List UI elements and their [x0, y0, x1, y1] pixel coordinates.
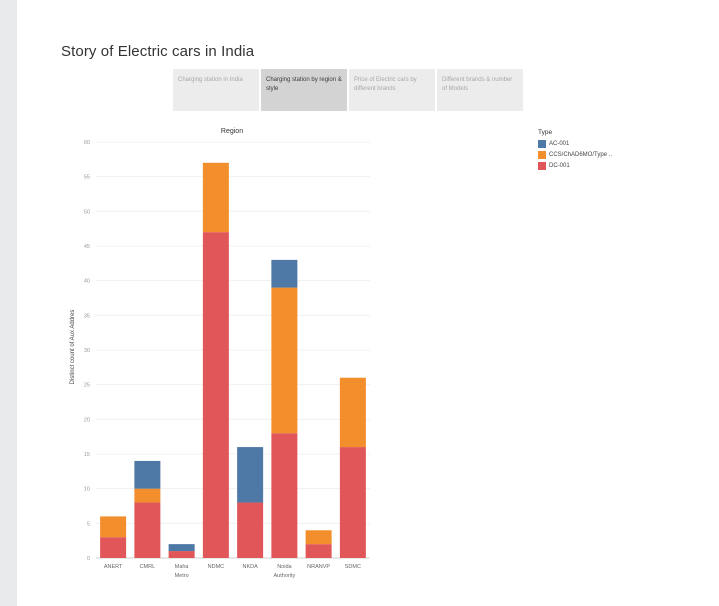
x-tick-label: SDMC	[345, 564, 361, 570]
bar-segment[interactable]	[134, 502, 161, 558]
legend: Type AC-001 CCS/ChAD6MO/Type .. DC-001	[538, 129, 612, 171]
bar-segment[interactable]	[237, 502, 264, 558]
tab-label: Charging station in India	[178, 77, 243, 83]
story-title: Story of Electric cars in India	[61, 43, 255, 60]
bar-segment[interactable]	[271, 259, 298, 288]
story-tabs: Charging station in India Charging stati…	[173, 69, 523, 111]
legend-label: CCS/ChAD6MO/Type ..	[549, 151, 613, 158]
bar-segment[interactable]	[271, 287, 298, 434]
y-tick-label: 10	[84, 487, 90, 493]
legend-swatch-dc-001	[538, 161, 546, 170]
bar-segment[interactable]	[202, 232, 229, 558]
tab-charging-station-india[interactable]: Charging station in India	[173, 69, 259, 111]
x-tick-label: Noida Authority	[274, 564, 296, 579]
y-tick-label: 5	[87, 521, 90, 527]
legend-item-ccs[interactable]: CCS/ChAD6MO/Type ..	[538, 149, 612, 160]
tab-label: Different brands & number of Models	[442, 77, 513, 92]
bar-segment[interactable]	[339, 447, 366, 558]
legend-swatch-ccs	[538, 150, 546, 159]
y-tick-label: 50	[84, 209, 90, 215]
y-tick-label: 0	[87, 556, 90, 562]
legend-label: AC-001	[549, 140, 570, 147]
bar-segment[interactable]	[237, 447, 264, 503]
x-tick-label: Maha Metro	[175, 564, 190, 579]
x-tick-label: NDMC	[208, 564, 225, 570]
y-tick-label: 20	[84, 417, 90, 423]
bar-segment[interactable]	[339, 377, 366, 448]
tab-label: Price of Electric cars by different bran…	[354, 77, 417, 92]
tab-price-electric-cars[interactable]: Price of Electric cars by different bran…	[349, 69, 435, 111]
x-tick-label: NRANVP	[307, 564, 330, 570]
legend-label: DC-001	[549, 162, 570, 169]
y-tick-label: 25	[84, 383, 90, 389]
bar-segment[interactable]	[100, 537, 127, 558]
y-tick-label: 40	[84, 279, 90, 285]
column-header: Region	[221, 128, 243, 135]
y-tick-label: 35	[84, 313, 90, 319]
bar-segment[interactable]	[305, 544, 332, 558]
legend-item-ac-001[interactable]: AC-001	[538, 138, 612, 149]
bar-segment[interactable]	[202, 162, 229, 233]
left-side-strip	[0, 0, 17, 606]
x-tick-label: ANERT	[104, 564, 123, 570]
y-tick-label: 15	[84, 452, 90, 458]
y-tick-label: 30	[84, 348, 90, 354]
legend-title: Type	[538, 129, 553, 136]
tab-label: Charging station by region & style	[266, 77, 342, 92]
x-tick-label: CMRL	[140, 564, 156, 570]
bar-segment[interactable]	[134, 460, 161, 489]
x-tick-label: NKDA	[242, 564, 258, 570]
y-tick-label: 55	[84, 175, 90, 181]
legend-item-dc-001[interactable]: DC-001	[538, 160, 612, 171]
bar-segment[interactable]	[305, 530, 332, 545]
bar-segment[interactable]	[168, 544, 195, 552]
legend-swatch-ac-001	[538, 139, 546, 148]
bar-segment[interactable]	[134, 488, 161, 503]
tab-brands-models[interactable]: Different brands & number of Models	[437, 69, 523, 111]
tab-charging-station-region-style[interactable]: Charging station by region & style	[261, 69, 347, 111]
bar-segment[interactable]	[271, 433, 298, 558]
bar-segment[interactable]	[100, 516, 127, 538]
y-tick-label: 45	[84, 244, 90, 250]
y-axis-title: Distinct count of Aux Addres	[70, 310, 76, 385]
y-tick-label: 60	[84, 140, 90, 146]
bar-segment[interactable]	[168, 551, 195, 558]
